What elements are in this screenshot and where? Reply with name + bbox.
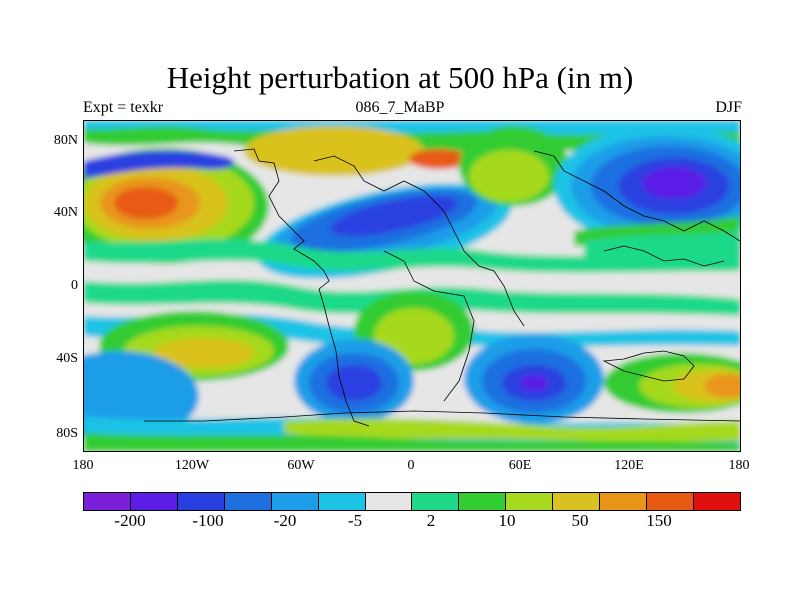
lon-tick-120w: 120W xyxy=(174,458,210,473)
lat-tick-80n: 80N xyxy=(53,133,78,148)
contour-map xyxy=(84,121,740,451)
lat-tick-0: 0 xyxy=(71,278,78,293)
experiment-label: Expt = texkr xyxy=(83,99,164,116)
colorbar-cell xyxy=(412,493,460,510)
lat-tick-40n: 40N xyxy=(53,205,78,220)
colorbar-cell xyxy=(271,493,319,510)
colorbar-cell xyxy=(365,493,413,510)
colorbar-label: 150 xyxy=(646,511,672,530)
lat-tick-40s: 40S xyxy=(56,351,78,366)
colorbar-label: -200 xyxy=(114,511,146,530)
colorbar-cell xyxy=(553,493,601,510)
lon-tick-0: 0 xyxy=(407,458,415,473)
colorbar-cell xyxy=(693,493,740,510)
lat-tick-80s: 80S xyxy=(56,426,78,441)
colorbar-label: -20 xyxy=(273,511,297,530)
colorbar-cell xyxy=(600,493,648,510)
colorbar-label: 50 xyxy=(571,511,589,530)
colorbar-cell xyxy=(224,493,272,510)
period-label: 086_7_MaBP xyxy=(355,99,445,116)
colorbar-cell xyxy=(130,493,178,510)
colorbar-label: -5 xyxy=(347,511,363,530)
lon-tick-180e: 180 xyxy=(728,458,750,473)
lon-tick-120e: 120E xyxy=(614,458,644,473)
colorbar-cell xyxy=(84,493,131,510)
colorbar-cell xyxy=(647,493,694,510)
season-label: DJF xyxy=(715,99,742,116)
lon-tick-180w: 180 xyxy=(72,458,94,473)
lon-tick-60w: 60W xyxy=(287,458,315,473)
chart-title: Height perturbation at 500 hPa (in m) xyxy=(166,60,634,95)
colorbar-cell xyxy=(177,493,225,510)
colorbar-cell xyxy=(506,493,554,510)
map-panel xyxy=(83,120,741,452)
colorbar-label: -100 xyxy=(192,511,224,530)
colorbar-cell xyxy=(318,493,366,510)
lon-tick-60e: 60E xyxy=(508,458,532,473)
colorbar-label: 2 xyxy=(426,511,436,530)
colorbar xyxy=(83,492,741,511)
colorbar-label: 10 xyxy=(498,511,516,530)
colorbar-cell xyxy=(459,493,507,510)
